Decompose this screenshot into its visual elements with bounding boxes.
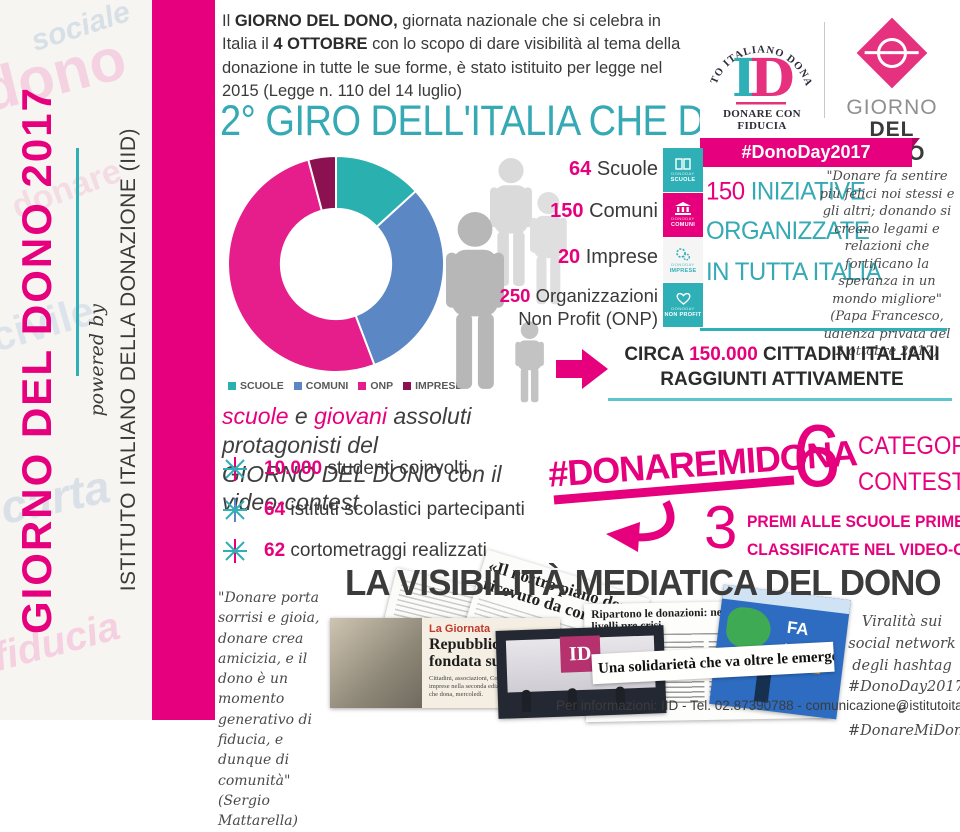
legend-label: COMUNI (305, 380, 349, 392)
intro-paragraph: Il GIORNO DEL DONO, giornata nazionale c… (222, 10, 700, 104)
stat-comuni: 150 Comuni (550, 200, 658, 222)
newspaper-body: Cittadini, associazioni, Comuni, scuole … (429, 674, 553, 698)
iid-logo-block: ISTITUTO ITALIANO DONAZIONE I D DONARE C… (695, 0, 950, 167)
media-section-title: LA VISIBILITÀ MEDIATICA DEL DONO (345, 562, 942, 603)
organization-name-vertical: ISTITUTO ITALIANO DELLA DONAZIONE (IID) (117, 128, 140, 592)
footer-contact-info: Per informazioni: IID - Tel. 02.87390788… (556, 698, 960, 713)
bullet-studenti: 10.000 studenti coinvolti (222, 456, 468, 482)
newspaper-photo (330, 618, 422, 708)
contest-label: CATEGORIECONTEST (858, 432, 960, 497)
legend-item-scuole: SCUOLE (228, 380, 284, 392)
mattarella-quote: "Donare porta sorrisi e gioia, donare cr… (218, 590, 320, 830)
brand-line-1: GIORNO (846, 96, 938, 119)
donut-hole (279, 207, 393, 321)
family-silhouettes (446, 158, 567, 403)
badge-scuole: DONODAY SCUOLE (663, 148, 703, 192)
legend-item-imprese: IMPRESE (403, 380, 462, 392)
diamond-knot-icon (856, 17, 928, 89)
logo-letter-i: I (732, 48, 756, 109)
contest-number: 6 (792, 406, 841, 505)
intro-text: con lo scopo di dare visibilità al tema … (222, 35, 681, 101)
bullet-istituti: 64 istituti scolastici partecipanti (222, 497, 525, 523)
person-silhouette (530, 192, 567, 305)
reach-statement: CIRCA 150.000 CITTADINI ITALIANI RAGGIUN… (624, 344, 940, 390)
social-virality-note: Viralità sui social network degli hashta… (848, 614, 960, 739)
left-sidebar: dono sociale civile carta fiducia donare… (0, 0, 215, 720)
legend-swatch (228, 382, 236, 390)
prizes-number: 3 (704, 494, 738, 561)
legend-swatch (403, 382, 412, 390)
prizes-label: PREMI ALLE SCUOLE PRIME CLASSIFICATE NEL … (747, 512, 960, 560)
right-arrow-icon (556, 349, 608, 389)
intro-text: Il (222, 12, 235, 30)
legend-label: SCUOLE (240, 380, 284, 392)
legend-item-comuni: COMUNI (293, 380, 349, 392)
divider-line (700, 328, 947, 331)
intro-bold: GIORNO DEL DONO, (234, 12, 398, 30)
stat-imprese: 20 Imprese (557, 246, 658, 268)
heart-icon (676, 292, 690, 305)
asterisk-icon (223, 498, 247, 522)
page-title: 2° GIRO DELL'ITALIA CHE DONA (220, 98, 786, 146)
stat-onp: 250 Organizzazioni Non Profit (ONP) (499, 285, 658, 330)
newspaper-headline: Una solidarietà che va oltre le emergenz… (597, 646, 835, 677)
hashtag-underline-arrow (553, 475, 795, 552)
logo-tagline: DONARE CON FIDUCIA (723, 108, 801, 132)
intro-bold: 4 OTTOBRE (273, 35, 368, 54)
pope-quote: "Donare fa sentire più felici noi stessi… (819, 169, 955, 360)
donut-chart (227, 154, 445, 373)
donoday-badges: DONODAY SCUOLE DONODAY COMUNI DONODAY IM… (663, 148, 703, 327)
tv-green-graphic (724, 605, 773, 651)
bank-icon (675, 202, 691, 215)
bullet-cortometraggi: 62 cortometraggi realizzati (222, 538, 487, 564)
newspaper-section-label: La Giornata (429, 623, 491, 635)
asterisk-icon (223, 457, 247, 481)
iid-logo: ISTITUTO ITALIANO DONAZIONE I D (695, 0, 822, 130)
iid-logo-svg: ISTITUTO ITALIANO DONAZIONE I D (695, 0, 813, 109)
powered-by-label: powered by (86, 303, 108, 417)
legend-swatch (293, 382, 302, 390)
badge-nonprofit: DONODAY NON PROFIT (663, 283, 703, 327)
asterisk-icon (223, 539, 247, 563)
donoday-ribbon: #DonoDay2017 (700, 138, 920, 167)
book-icon (675, 157, 691, 170)
badge-imprese: DONODAY IMPRESE (663, 238, 703, 282)
protagonists-statement: scuole e giovani assoluti protagonisti d… (222, 403, 502, 516)
chart-legend: SCUOLE COMUNI ONP IMPRESE (228, 380, 462, 392)
child-silhouette (515, 321, 544, 403)
badge-comuni: DONODAY COMUNI (663, 193, 703, 237)
legend-swatch (358, 382, 367, 390)
magenta-accent-bar (152, 0, 215, 720)
divider-line (76, 148, 79, 376)
intro-text: giornata nazionale che si celebra in Ita… (222, 12, 661, 54)
logo-divider (824, 22, 825, 118)
legend-label: ONP (370, 380, 394, 392)
iniziative-block: 150 INIZIATIVE ORGANIZZATE IN TUTTA ITAL… (706, 177, 882, 287)
stat-scuole: 64 Scuole (569, 158, 658, 180)
person-silhouette (446, 212, 504, 389)
divider-line (608, 398, 952, 401)
logo-letter-d: D (749, 48, 794, 109)
legend-label: IMPRESE (415, 380, 463, 392)
legend-item-onp: ONP (358, 380, 393, 392)
giorno-del-dono-mark (838, 17, 946, 92)
gears-icon (676, 247, 690, 260)
event-title-vertical: GIORNO DEL DONO 2017 (13, 85, 60, 635)
stage-figure (521, 689, 532, 713)
